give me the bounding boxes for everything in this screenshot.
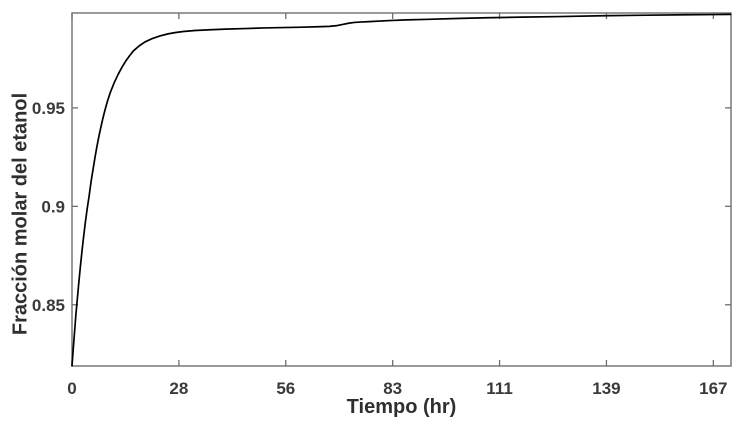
x-tick-label: 28 [169, 379, 188, 398]
y-tick-label: 0.95 [32, 99, 65, 118]
x-tick-label: 0 [67, 379, 76, 398]
y-axis-label: Fracción molar del etanol [9, 92, 32, 336]
axes-box [71, 12, 732, 367]
y-tick-label: 0.85 [32, 296, 65, 315]
data-curve [71, 13, 732, 367]
x-tick-label: 111 [486, 379, 513, 398]
x-tick-label: 83 [383, 379, 402, 398]
x-tick-label: 167 [699, 379, 727, 398]
x-tick-label: 56 [276, 379, 295, 398]
y-tick-label: 0.9 [41, 197, 65, 216]
x-axis-label: Tiempo (hr) [346, 396, 457, 418]
x-tick-label: 139 [592, 379, 620, 398]
